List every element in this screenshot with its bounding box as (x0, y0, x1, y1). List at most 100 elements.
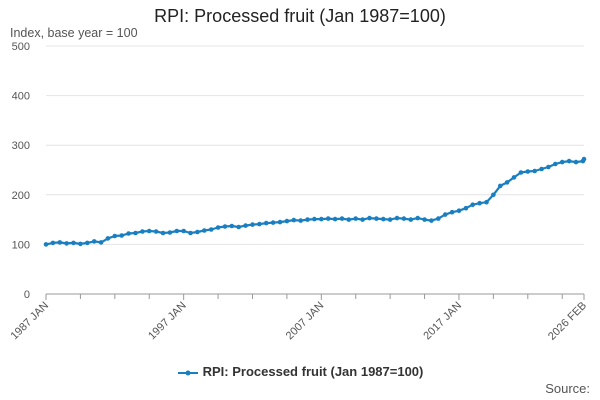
y-axis-label: Index, base year = 100 (10, 26, 138, 40)
data-point (504, 180, 510, 185)
data-point (367, 215, 372, 221)
data-point (422, 217, 427, 222)
data-point (566, 158, 572, 164)
data-point (133, 230, 138, 236)
data-point (153, 229, 159, 234)
data-point (112, 233, 118, 239)
data-point (140, 229, 145, 234)
data-point (298, 218, 304, 223)
data-point (442, 212, 448, 217)
data-point (160, 230, 166, 236)
series-line (45, 158, 585, 246)
x-axis-ticks: 1987 JAN 1997 JAN 2007 JAN 2017 JAN 2026 FEB (8, 294, 589, 343)
y-tick-label-200: 200 (12, 190, 30, 202)
legend-label: RPI: Processed fruit (Jan 1987=100) (202, 364, 424, 379)
legend[interactable]: RPI: Processed fruit (Jan 1987=100) (0, 364, 600, 379)
x-tick-label: 2007 JAN (284, 300, 327, 343)
data-point (332, 216, 338, 222)
data-point (484, 199, 489, 205)
data-point (174, 228, 180, 234)
data-point (222, 224, 228, 229)
data-point (491, 192, 496, 198)
data-point (546, 164, 551, 170)
legend-swatch-icon (177, 370, 198, 376)
data-point (146, 228, 152, 234)
data-point (374, 216, 379, 221)
data-point (312, 216, 317, 222)
series-layer (43, 156, 587, 247)
data-point (360, 217, 365, 222)
y-tick-label-500: 500 (12, 41, 30, 53)
data-point (394, 215, 400, 221)
data-point (277, 219, 283, 225)
data-point (387, 217, 393, 222)
data-point (518, 170, 524, 175)
data-point (167, 230, 173, 235)
y-tick-label-0: 0 (24, 289, 30, 301)
data-point (50, 240, 56, 246)
y-tick-label-300: 300 (12, 140, 30, 152)
x-tick-label: 1997 JAN (146, 300, 189, 343)
data-point (236, 224, 241, 230)
x-tick-label: 2017 JAN (421, 300, 464, 343)
data-point (43, 242, 49, 247)
data-point (353, 216, 359, 221)
data-point (498, 183, 503, 189)
data-point (257, 221, 262, 227)
data-point (381, 216, 386, 222)
source-text: Source: (545, 381, 590, 396)
data-point (573, 159, 579, 165)
data-point (291, 217, 297, 223)
data-point (284, 218, 290, 224)
data-point (263, 220, 269, 226)
data-point (105, 236, 111, 241)
data-point (559, 159, 565, 165)
data-point (477, 200, 482, 206)
y-tick-label-400: 400 (12, 91, 30, 103)
x-tick-label: 1987 JAN (8, 300, 51, 343)
data-point (463, 205, 469, 211)
data-point (525, 169, 531, 174)
data-point (539, 166, 544, 172)
data-point (511, 175, 517, 180)
data-point (202, 228, 207, 233)
chart-title: RPI: Processed fruit (Jan 1987=100) (154, 6, 446, 26)
data-point (305, 217, 310, 222)
data-point (126, 231, 131, 236)
data-point (346, 217, 352, 222)
y-axis-ticks: 0 100 200 300 400 500 (12, 41, 30, 301)
data-point (119, 233, 124, 238)
data-point (449, 209, 455, 215)
data-point (78, 241, 83, 247)
data-point (64, 241, 69, 246)
data-point (319, 216, 324, 222)
data-point (57, 240, 63, 245)
data-point (270, 220, 276, 225)
data-point (208, 227, 214, 232)
data-point (229, 223, 235, 229)
x-tick-label: 2026 FEB (546, 300, 589, 343)
data-point (415, 215, 421, 221)
data-point (91, 239, 97, 244)
data-point (188, 230, 193, 236)
data-point (98, 240, 104, 245)
data-point (429, 218, 434, 223)
data-point (195, 229, 200, 235)
grid-lines (46, 45, 584, 245)
data-point (553, 161, 558, 167)
data-point (250, 222, 255, 227)
data-point (325, 216, 331, 221)
data-point (408, 217, 414, 222)
data-point (436, 216, 441, 221)
data-point (71, 240, 76, 246)
data-point (401, 216, 407, 221)
data-point (532, 168, 537, 174)
y-tick-label-100: 100 (12, 239, 30, 251)
data-point (339, 216, 345, 221)
data-point (85, 240, 90, 246)
data-point (215, 225, 221, 230)
data-point (181, 228, 186, 234)
data-point (470, 202, 476, 207)
data-point (581, 156, 587, 162)
